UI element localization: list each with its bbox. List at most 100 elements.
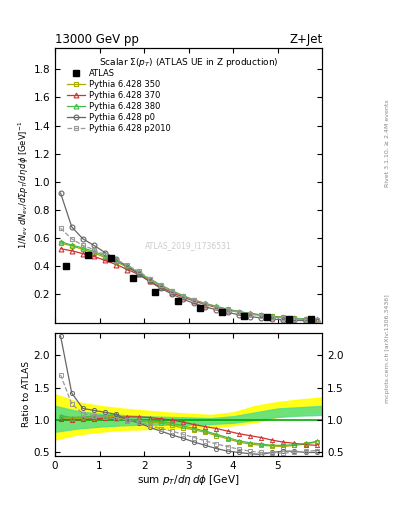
Pythia 6.428 380 [203,301,208,307]
Line: Pythia 6.428 p2010: Pythia 6.428 p2010 [58,226,319,323]
Pythia 6.428 350 [103,254,108,261]
Pythia 6.428 p2010 [259,312,263,318]
Pythia 6.428 370 [192,298,196,304]
Text: ATLAS_2019_I1736531: ATLAS_2019_I1736531 [145,241,232,250]
Pythia 6.428 p0 [314,318,319,324]
Pythia 6.428 370 [259,312,263,318]
Pythia 6.428 380 [237,309,241,315]
Pythia 6.428 p0 [58,190,63,196]
Line: Pythia 6.428 380: Pythia 6.428 380 [58,239,319,322]
Pythia 6.428 p0 [181,296,185,302]
Pythia 6.428 p2010 [270,314,275,320]
Pythia 6.428 p0 [214,307,219,313]
Pythia 6.428 p2010 [125,262,130,268]
Pythia 6.428 p0 [170,291,174,297]
Pythia 6.428 350 [270,313,275,319]
X-axis label: sum $p_T/d\eta\,d\phi$ [GeV]: sum $p_T/d\eta\,d\phi$ [GeV] [137,473,240,487]
Pythia 6.428 350 [170,288,174,294]
Pythia 6.428 370 [181,294,185,300]
Pythia 6.428 350 [192,297,196,303]
Pythia 6.428 p2010 [192,297,196,304]
Pythia 6.428 p0 [281,317,286,323]
Y-axis label: Ratio to ATLAS: Ratio to ATLAS [22,361,31,427]
Pythia 6.428 350 [81,246,85,252]
Pythia 6.428 p0 [69,224,74,230]
Pythia 6.428 p0 [203,304,208,310]
Pythia 6.428 p2010 [214,304,219,310]
Pythia 6.428 p0 [125,264,130,270]
Pythia 6.428 370 [58,246,63,252]
Pythia 6.428 380 [225,306,230,312]
Pythia 6.428 380 [259,312,263,318]
Pythia 6.428 380 [81,245,85,251]
Pythia 6.428 350 [203,301,208,307]
Pythia 6.428 380 [314,316,319,323]
Pythia 6.428 p2010 [136,268,141,274]
Pythia 6.428 p2010 [81,242,85,248]
Pythia 6.428 p0 [147,279,152,285]
Pythia 6.428 380 [181,292,185,298]
Pythia 6.428 350 [125,264,130,270]
Pythia 6.428 p2010 [314,317,319,323]
Pythia 6.428 370 [136,271,141,278]
Pythia 6.428 380 [103,253,108,259]
Pythia 6.428 370 [314,317,319,323]
Pythia 6.428 370 [147,279,152,285]
Pythia 6.428 350 [303,316,308,322]
Pythia 6.428 380 [125,263,130,269]
Pythia 6.428 p0 [136,271,141,277]
Pythia 6.428 380 [170,288,174,294]
Pythia 6.428 p2010 [237,309,241,315]
Pythia 6.428 370 [125,266,130,272]
Pythia 6.428 370 [248,311,252,317]
Pythia 6.428 370 [303,316,308,322]
Pythia 6.428 p2010 [248,311,252,317]
Text: Scalar $\Sigma(p_T)$ (ATLAS UE in Z production): Scalar $\Sigma(p_T)$ (ATLAS UE in Z prod… [99,56,278,69]
Pythia 6.428 370 [281,314,286,321]
Pythia 6.428 p0 [92,242,96,248]
Pythia 6.428 p0 [303,317,308,324]
Pythia 6.428 350 [259,312,263,318]
Pythia 6.428 350 [92,250,96,256]
Pythia 6.428 350 [237,309,241,315]
Pythia 6.428 380 [136,269,141,275]
Pythia 6.428 p0 [103,249,108,255]
Text: 13000 GeV pp: 13000 GeV pp [55,33,139,46]
Pythia 6.428 p0 [114,256,119,262]
Pythia 6.428 p2010 [158,282,163,288]
Pythia 6.428 370 [158,284,163,290]
Pythia 6.428 370 [114,262,119,268]
Pythia 6.428 370 [170,289,174,295]
Pythia 6.428 p0 [192,301,196,307]
Pythia 6.428 370 [92,253,96,260]
Pythia 6.428 370 [292,315,297,322]
Pythia 6.428 p0 [237,312,241,318]
Pythia 6.428 p2010 [58,225,63,231]
Pythia 6.428 p0 [292,317,297,324]
Pythia 6.428 p2010 [181,293,185,299]
Pythia 6.428 370 [203,302,208,308]
Line: Pythia 6.428 350: Pythia 6.428 350 [58,241,319,322]
Pythia 6.428 380 [248,310,252,316]
Pythia 6.428 p2010 [147,275,152,282]
Pythia 6.428 350 [314,316,319,323]
Pythia 6.428 350 [58,240,63,246]
Pythia 6.428 350 [69,243,74,249]
Pythia 6.428 380 [69,242,74,248]
Pythia 6.428 370 [270,313,275,319]
Pythia 6.428 380 [147,276,152,282]
Pythia 6.428 350 [225,306,230,312]
Pythia 6.428 p2010 [281,315,286,321]
Line: Pythia 6.428 p0: Pythia 6.428 p0 [58,190,319,324]
Pythia 6.428 350 [181,293,185,299]
Pythia 6.428 p0 [81,236,85,242]
Pythia 6.428 380 [192,297,196,303]
Pythia 6.428 380 [58,239,63,245]
Pythia 6.428 p2010 [170,288,174,294]
Text: Z+Jet: Z+Jet [289,33,322,46]
Pythia 6.428 380 [214,303,219,309]
Pythia 6.428 380 [92,248,96,254]
Pythia 6.428 p0 [158,285,163,291]
Text: mcplots.cern.ch [arXiv:1306.3436]: mcplots.cern.ch [arXiv:1306.3436] [385,294,389,402]
Pythia 6.428 350 [281,314,286,321]
